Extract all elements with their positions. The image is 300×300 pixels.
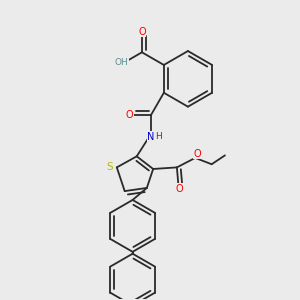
Text: O: O [126, 110, 134, 120]
Text: OH: OH [114, 58, 128, 67]
Text: N: N [147, 132, 155, 142]
Text: O: O [138, 27, 146, 37]
Text: H: H [155, 132, 162, 141]
Text: O: O [193, 149, 201, 159]
Text: S: S [106, 162, 113, 172]
Text: O: O [176, 184, 183, 194]
